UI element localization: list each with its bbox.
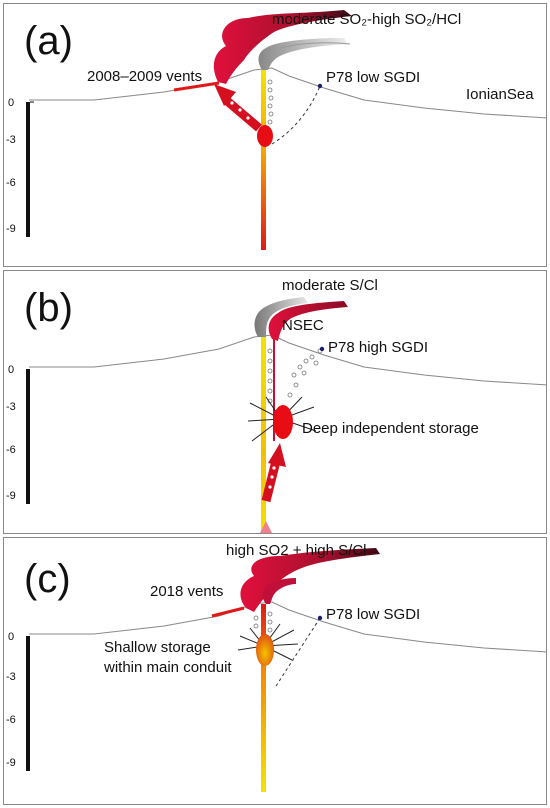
panel-c-figure: (c) 0 -3 -6 -9 high SO2 + high S/Cl 2018… [6,542,546,792]
bottom-arrow [260,521,272,533]
vents-label: 2008–2009 vents [87,68,202,85]
depth-tick-9: -9 [6,223,16,235]
topography-line [29,67,546,119]
main-conduit [261,337,266,533]
station-p78-marker [319,346,325,352]
panel-label: (c) [24,557,71,601]
gas-bubbles [267,79,274,125]
vents-label: 2018 vents [150,583,223,600]
depth-tick-0: 0 [8,97,14,109]
depth-tick-0: 0 [8,631,14,643]
magma-path-arrow [214,84,262,132]
grey-plume-outline [279,42,351,49]
panel-a: (a) 0 -3 -6 -9 moderate SO₂-high SO₂/HCl… [3,3,547,267]
depth-tick-3: -3 [6,134,16,146]
magma-body [257,125,273,147]
depth-tick-3: -3 [6,401,16,413]
red-plume-secondary [262,578,296,604]
depth-tick-6: -6 [6,177,16,189]
storage-label: Deep independent storage [302,420,479,437]
fluid-path-dashed [271,85,321,145]
main-conduit [261,604,266,792]
station-label: P78 high SGDI [328,339,428,356]
depth-tick-6: -6 [6,714,16,726]
storage-label-line2: within main conduit [103,659,232,676]
magma-ascent-arrow [261,443,286,503]
vents-fissure [211,606,245,618]
panel-b-figure: (b) 0 -3 -6 -9 moderate S/Cl NSEC P78 hi… [6,277,546,533]
crater-label: NSEC [282,317,324,334]
panel-c: (c) 0 -3 -6 -9 high SO2 + high S/Cl 2018… [3,537,547,805]
plume-label: moderate S/Cl [282,277,378,294]
storage-label-line1: Shallow storage [104,639,211,656]
grey-plume [258,38,348,70]
red-plume [240,548,380,612]
depth-tick-9: -9 [6,490,16,502]
depth-scale: 0 -3 -6 -9 [6,364,30,504]
vents-fissure [173,81,220,92]
red-plume [268,301,348,341]
depth-scale: 0 -3 -6 -9 [6,97,34,237]
panel-b: (b) 0 -3 -6 -9 moderate S/Cl NSEC P78 hi… [3,270,547,534]
panel-a-figure: (a) 0 -3 -6 -9 moderate SO₂-high SO₂/HCl… [6,10,546,250]
station-p78-marker [317,83,323,89]
plume-label: moderate SO₂-high SO₂/HCl [272,11,461,28]
depth-tick-3: -3 [6,671,16,683]
station-label: P78 low SGDI [326,606,420,623]
grey-plume [254,297,308,337]
plume-label: high SO2 + high S/Cl [226,542,367,559]
shallow-magma-storage [256,634,274,666]
sea-label: IonianSea [466,86,534,103]
gas-bubbles [267,348,323,404]
topography-line [29,334,546,386]
red-plume [213,10,352,84]
deep-magma-storage [273,405,293,439]
station-p78-marker [317,615,323,621]
panel-label: (b) [24,286,73,330]
depth-tick-0: 0 [8,364,14,376]
depth-tick-9: -9 [6,757,16,769]
main-conduit [261,70,266,250]
topography-line [29,601,546,653]
panel-label: (a) [24,19,73,63]
station-label: P78 low SGDI [326,69,420,86]
depth-scale: 0 -3 -6 -9 [6,631,30,771]
gas-bubbles [253,611,273,633]
fluid-path-dashed [275,617,321,687]
depth-tick-6: -6 [6,444,16,456]
